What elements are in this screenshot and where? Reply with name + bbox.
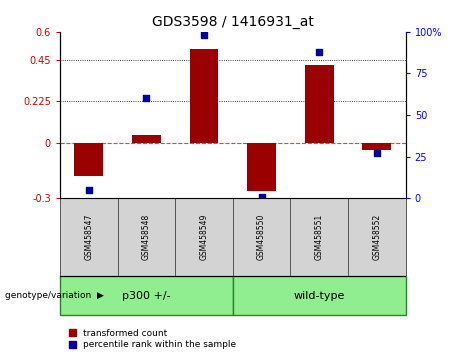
Point bbox=[200, 32, 207, 38]
Text: p300 +/-: p300 +/- bbox=[122, 291, 171, 301]
Legend: transformed count, percentile rank within the sample: transformed count, percentile rank withi… bbox=[69, 329, 236, 349]
Bar bbox=[189, 50, 219, 143]
Bar bbox=[247, 143, 276, 191]
Bar bbox=[60, 198, 118, 276]
Point bbox=[85, 187, 92, 193]
Bar bbox=[175, 198, 233, 276]
Bar bbox=[290, 198, 348, 276]
Bar bbox=[60, 276, 233, 315]
Point bbox=[142, 96, 150, 101]
Bar bbox=[118, 198, 175, 276]
Text: GSM458549: GSM458549 bbox=[200, 214, 208, 261]
Text: GSM458551: GSM458551 bbox=[315, 214, 324, 260]
Point bbox=[258, 194, 266, 199]
Point bbox=[315, 49, 323, 55]
Bar bbox=[74, 143, 103, 176]
Bar bbox=[362, 143, 391, 150]
Title: GDS3598 / 1416931_at: GDS3598 / 1416931_at bbox=[152, 16, 314, 29]
Text: GSM458547: GSM458547 bbox=[84, 214, 93, 261]
Text: GSM458550: GSM458550 bbox=[257, 214, 266, 261]
Bar bbox=[233, 198, 290, 276]
Point bbox=[373, 150, 381, 156]
Bar bbox=[348, 198, 406, 276]
Text: GSM458548: GSM458548 bbox=[142, 214, 151, 260]
Bar bbox=[233, 276, 406, 315]
Text: wild-type: wild-type bbox=[294, 291, 345, 301]
Text: genotype/variation  ▶: genotype/variation ▶ bbox=[5, 291, 103, 300]
Text: GSM458552: GSM458552 bbox=[372, 214, 381, 260]
Bar bbox=[305, 65, 334, 143]
Bar bbox=[132, 135, 161, 143]
